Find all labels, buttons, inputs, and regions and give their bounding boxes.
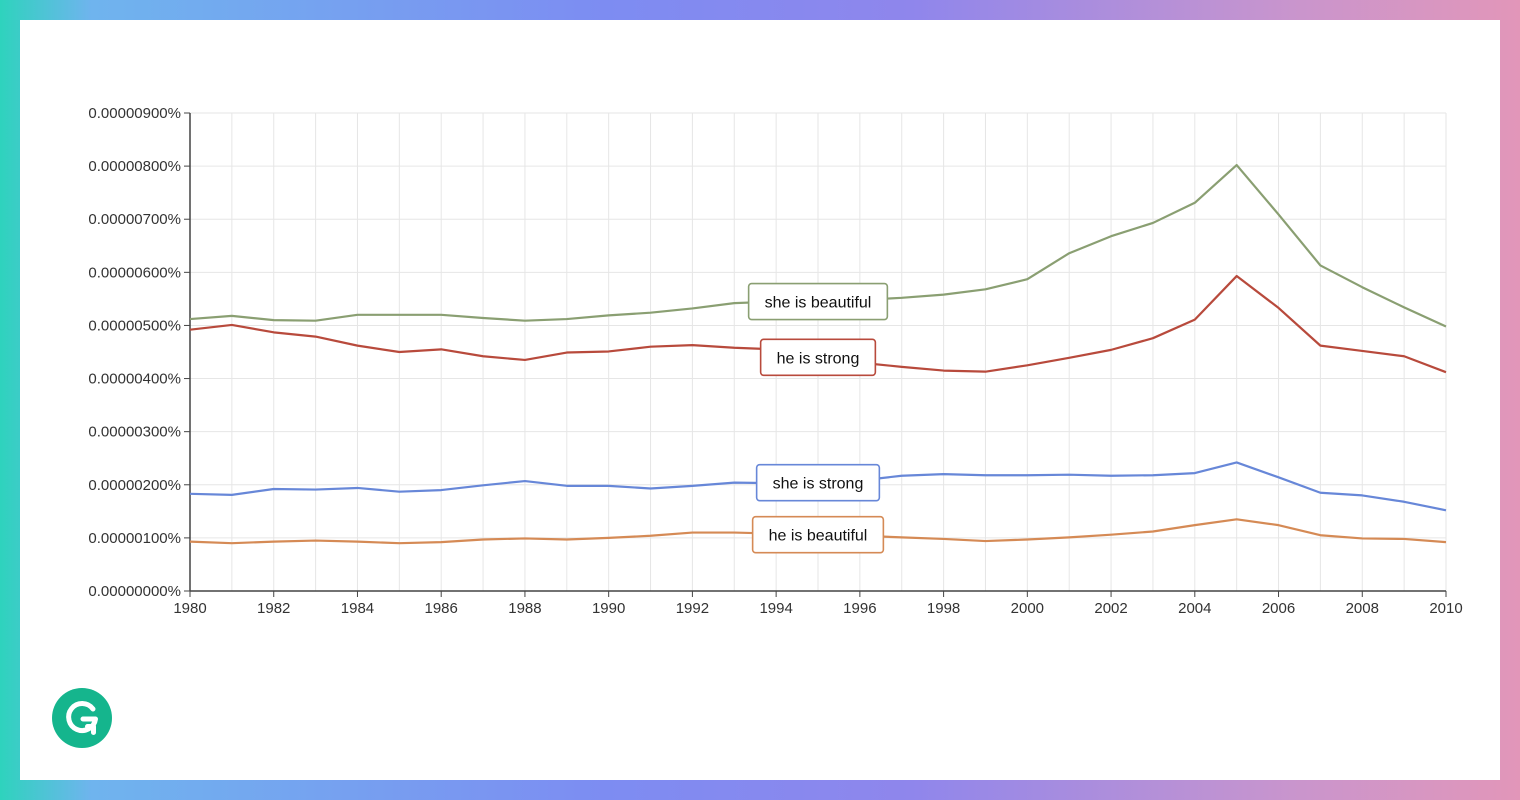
- series-label-text: he is beautiful: [769, 528, 868, 545]
- series-label-he-is-strong: he is strong: [759, 338, 877, 377]
- y-tick-label: 0.00000000%: [88, 583, 181, 600]
- x-tick-label: 2006: [1262, 600, 1295, 617]
- x-tick-label: 1990: [592, 600, 625, 617]
- y-tick-label: 0.00000800%: [88, 158, 181, 175]
- x-tick-label: 1994: [759, 600, 792, 617]
- series-label-text: she is strong: [773, 476, 864, 493]
- series-label-box: [755, 463, 881, 502]
- series-labels: she is beautiful he is strong she is stron…: [747, 282, 889, 554]
- x-tick-label: 1988: [508, 600, 541, 617]
- grid-lines: [189, 112, 1447, 592]
- x-tick-label: 1998: [927, 600, 960, 617]
- x-tick-label: 2002: [1094, 600, 1127, 617]
- line-chart: 0.00000000% 0.00000100% 0.00000200% 0.00000…: [88, 105, 1462, 617]
- grammarly-logo-icon: [52, 688, 112, 748]
- series-label-text: she is beautiful: [765, 295, 872, 312]
- x-tick-label: 1986: [425, 600, 458, 617]
- x-tick-label: 1996: [843, 600, 876, 617]
- x-tick-label: 2004: [1178, 600, 1211, 617]
- series-label-box: [751, 515, 885, 554]
- series-label-text: he is strong: [777, 350, 860, 367]
- y-tick-label: 0.00000400%: [88, 371, 181, 388]
- x-tick-label: 2010: [1429, 600, 1462, 617]
- y-tick-label: 0.00000500%: [88, 317, 181, 334]
- series-label-box: [759, 338, 877, 377]
- y-tick-label: 0.00000200%: [88, 477, 181, 494]
- x-tick-label: 2008: [1346, 600, 1379, 617]
- x-tick-label: 1992: [676, 600, 709, 617]
- series-label-he-is-beautiful: he is beautiful: [751, 515, 885, 554]
- y-tick-label: 0.00000700%: [88, 211, 181, 228]
- x-tick-label: 2000: [1011, 600, 1044, 617]
- series-label-box: [747, 282, 889, 321]
- series-label-she-is-strong: she is strong: [755, 463, 881, 502]
- x-tick-label: 1980: [173, 600, 206, 617]
- axes: 0.00000000% 0.00000100% 0.00000200% 0.00000…: [88, 105, 1462, 617]
- y-tick-label: 0.00000600%: [88, 264, 181, 281]
- y-tick-label: 0.00000300%: [88, 424, 181, 441]
- x-tick-label: 1984: [341, 600, 374, 617]
- y-tick-label: 0.00000100%: [88, 530, 181, 547]
- series-label-she-is-beautiful: she is beautiful: [747, 282, 889, 321]
- x-tick-label: 1982: [257, 600, 290, 617]
- chart-card: 0.00000000% 0.00000100% 0.00000200% 0.00000…: [20, 20, 1500, 780]
- y-tick-label: 0.00000900%: [88, 105, 181, 122]
